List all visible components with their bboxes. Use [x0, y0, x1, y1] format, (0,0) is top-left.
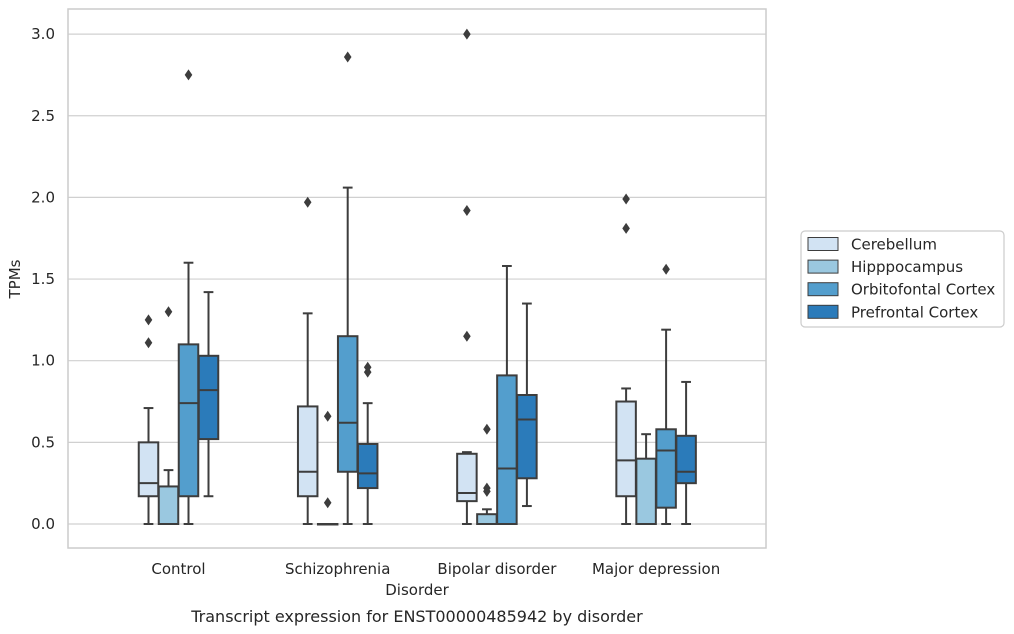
y-tick-label: 1.0: [31, 352, 55, 370]
box-hipppocampus: [316, 410, 339, 526]
box-orbitofontal-cortex: [496, 264, 518, 525]
outlier-point: [483, 423, 491, 435]
outlier-point: [184, 69, 193, 81]
box-orbitofontal-cortex: [177, 69, 200, 525]
legend: Cerebellum Hipppocampus Orbitofontal Corte…: [800, 230, 1005, 328]
box-body: [496, 374, 518, 525]
plot-frame: [67, 8, 767, 549]
box-body: [655, 428, 677, 509]
outlier-point: [303, 196, 312, 208]
legend-frame: [800, 230, 1005, 328]
box-body: [476, 513, 498, 526]
box-body: [177, 343, 200, 498]
figure-caption: Transcript expression for ENST0000048594…: [190, 607, 643, 626]
box-hipppocampus: [157, 306, 180, 526]
box-body: [516, 393, 538, 480]
outlier-point: [662, 263, 670, 275]
outlier-point: [363, 361, 372, 373]
outlier-point: [323, 497, 332, 509]
legend-swatch: [807, 259, 839, 274]
box-prefrontal-cortex: [197, 291, 220, 498]
legend-swatch: [807, 304, 839, 319]
legend-label: Orbitofontal Cortex: [851, 281, 995, 299]
outlier-point: [463, 330, 471, 342]
box-cerebellum: [296, 196, 319, 525]
box-body: [635, 457, 657, 525]
outlier-point: [323, 410, 332, 422]
box-body: [197, 354, 220, 441]
box-orbitofontal-cortex: [655, 263, 677, 525]
legend-swatch: [807, 282, 839, 297]
box-orbitofontal-cortex: [336, 51, 359, 525]
legend-label: Cerebellum: [851, 236, 937, 254]
box-body: [296, 405, 319, 498]
box-body: [675, 434, 697, 485]
x-tick-label: Bipolar disorder: [437, 560, 557, 578]
outlier-point: [463, 28, 471, 40]
box-body: [157, 485, 180, 526]
y-tick-labels: 0.0 0.5 1.0 1.5 2.0 2.5 3.0: [31, 25, 55, 533]
y-axis-label: TPMs: [6, 259, 24, 299]
legend-swatch: [807, 237, 839, 251]
outlier-point: [463, 204, 471, 216]
box-cerebellum: [137, 314, 160, 525]
y-tick-label: 0.0: [31, 515, 55, 533]
y-tick-label: 1.5: [31, 270, 55, 288]
box-layer: [137, 28, 697, 526]
outlier-point: [622, 222, 630, 234]
y-tick-label: 0.5: [31, 433, 55, 451]
box-prefrontal-cortex: [675, 380, 697, 525]
y-tick-label: 3.0: [31, 25, 55, 43]
box-body: [356, 442, 379, 490]
x-tick-label: Major depression: [592, 560, 720, 578]
box-hipppocampus: [635, 433, 657, 525]
y-tick-label: 2.5: [31, 107, 55, 125]
outlier-point: [483, 482, 491, 494]
box-body: [456, 452, 478, 503]
box-body: [336, 335, 359, 473]
box-body: [137, 441, 160, 498]
x-tick-label: Control: [151, 560, 205, 578]
box-body: [615, 400, 637, 498]
x-tick-label: Schizophrenia: [285, 560, 390, 578]
outlier-point: [343, 51, 352, 63]
box-cerebellum: [615, 193, 637, 525]
y-tick-label: 2.0: [31, 188, 55, 206]
box-cerebellum: [456, 28, 478, 525]
outlier-point: [144, 314, 153, 326]
outlier-point: [144, 337, 153, 349]
outlier-point: [622, 193, 630, 205]
outlier-point: [164, 306, 173, 318]
legend-label: Prefrontal Cortex: [851, 303, 978, 321]
box-hipppocampus: [476, 423, 498, 526]
box-prefrontal-cortex: [356, 361, 379, 525]
x-axis-label: Disorder: [385, 581, 449, 599]
legend-label: Hipppocampus: [851, 258, 963, 276]
x-tick-labels: Control Schizophrenia Bipolar disorder Majo…: [151, 560, 720, 578]
box-prefrontal-cortex: [516, 302, 538, 508]
